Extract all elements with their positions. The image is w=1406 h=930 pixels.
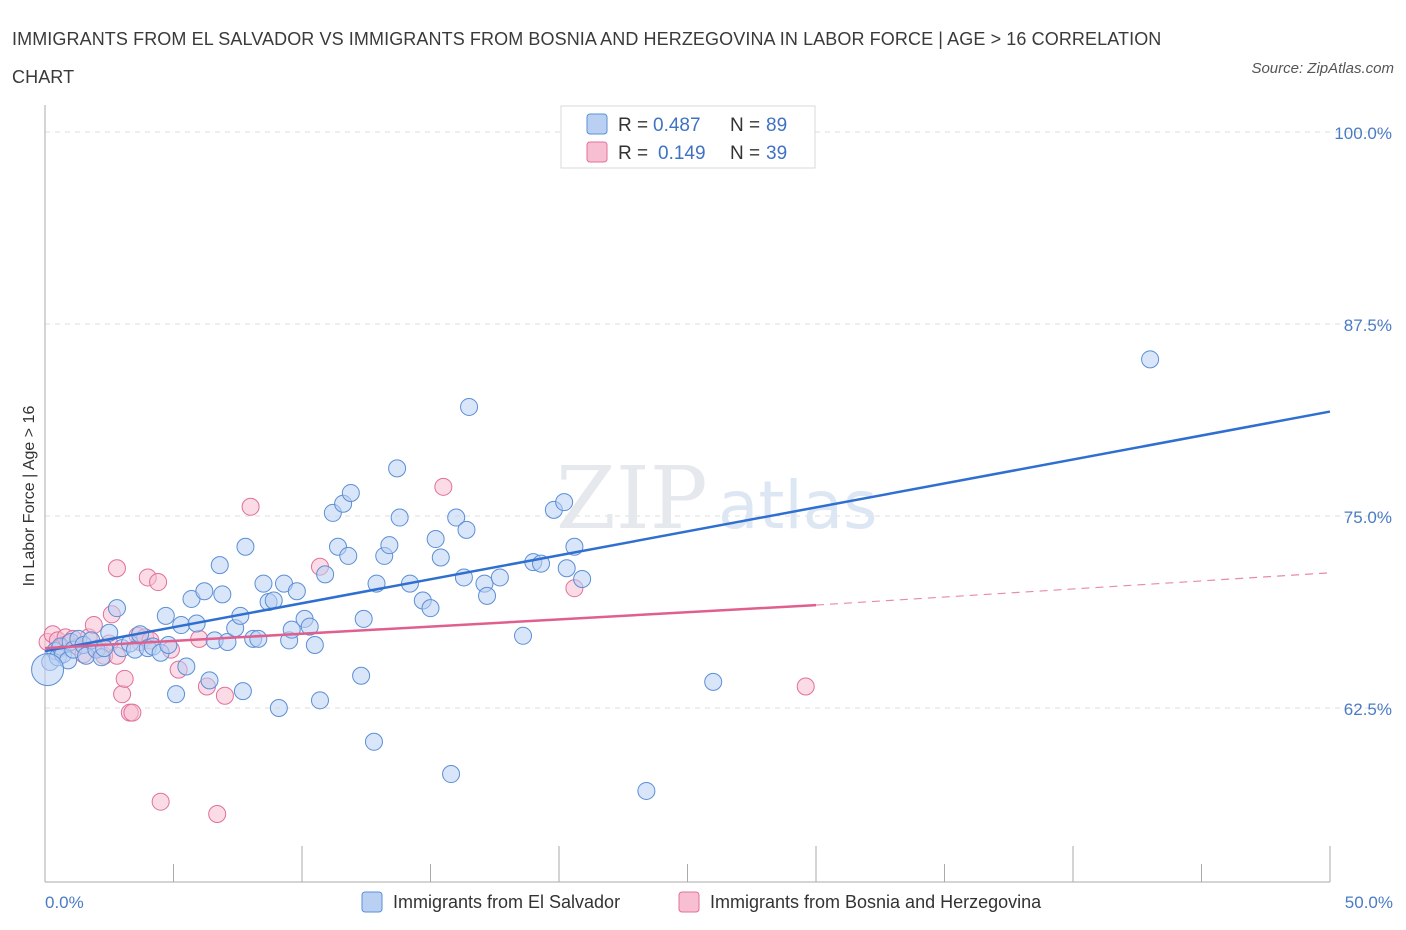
el-salvador-point-16 <box>107 599 126 618</box>
el-salvador-point-59 <box>339 546 358 565</box>
el-salvador-point-32 <box>200 671 219 690</box>
el-salvador-point-66 <box>380 536 399 555</box>
el-salvador-point-62 <box>354 609 373 628</box>
el-salvador-point-80 <box>478 586 497 605</box>
el-salvador-point-46 <box>269 699 288 717</box>
el-salvador-point-86 <box>555 493 574 512</box>
el-salvador-point-55 <box>316 565 335 584</box>
source-label: Source: ZipAtlas.com <box>1251 60 1394 77</box>
el-salvador-point-40 <box>236 537 255 556</box>
series-el-salvador-points <box>31 350 1160 800</box>
el-salvador-point-34 <box>210 556 229 575</box>
legend-swatch-pink <box>586 141 608 163</box>
bosnia-point-33 <box>215 686 234 705</box>
legend-n-value-1: 89 <box>766 115 787 136</box>
bosnia-point-20 <box>123 703 142 722</box>
y-tick-label-1: 87.5% <box>1344 316 1392 335</box>
el-salvador-point-53 <box>305 636 324 655</box>
trend-line-el-salvador <box>44 410 1331 653</box>
el-salvador-point-52 <box>300 617 319 636</box>
bosnia-point-27 <box>151 792 170 811</box>
bosnia-point-36 <box>434 477 453 496</box>
bosnia-point-17 <box>113 685 132 704</box>
el-salvador-point-77 <box>457 520 476 539</box>
legend-n-label-1: N = <box>730 115 760 136</box>
el-salvador-point-71 <box>421 599 440 618</box>
series-legend: Immigrants from El Salvador Immigrants f… <box>361 891 1042 913</box>
el-salvador-point-31 <box>195 582 214 601</box>
legend-r-label-2: R = <box>618 143 648 164</box>
trend-line-bosnia-extension <box>815 572 1331 606</box>
y-axis-label: In Labor Force | Age > 16 <box>21 406 38 587</box>
el-salvador-point-92 <box>1141 350 1160 369</box>
el-salvador-point-91 <box>704 672 723 691</box>
el-salvador-point-72 <box>426 530 445 549</box>
x-tick-label-0: 0.0% <box>45 893 84 912</box>
bosnia-point-38 <box>796 677 815 696</box>
legend-r-value-1: 0.487 <box>653 115 701 136</box>
axes <box>44 105 1331 883</box>
watermark-atlas: atlas <box>718 467 878 544</box>
el-salvador-point-63 <box>364 732 383 751</box>
el-salvador-point-60 <box>341 483 360 502</box>
el-salvador-point-89 <box>573 569 592 588</box>
el-salvador-point-67 <box>388 459 407 478</box>
series-legend-swatch-blue <box>361 891 383 913</box>
y-tick-label-0: 100.0% <box>1334 124 1392 143</box>
stats-legend: R = 0.487 N = 89 R = 0.149 N = 39 <box>560 105 816 169</box>
el-salvador-point-26 <box>167 685 186 704</box>
el-salvador-point-87 <box>557 559 576 578</box>
el-salvador-point-43 <box>254 574 273 593</box>
legend-n-label-2: N = <box>730 143 760 164</box>
el-salvador-point-28 <box>177 657 196 676</box>
el-salvador-point-75 <box>447 508 466 527</box>
el-salvador-point-35 <box>213 585 232 604</box>
y-tick-label-2: 75.0% <box>1344 508 1392 527</box>
el-salvador-point-39 <box>233 682 252 701</box>
el-salvador-point-90 <box>637 781 656 800</box>
series-legend-swatch-pink <box>678 891 700 913</box>
el-salvador-point-73 <box>431 548 450 567</box>
series-legend-label-pink: Immigrants from Bosnia and Herzegovina <box>710 892 1042 912</box>
x-tick-labels: 0.0% 50.0% <box>45 893 1393 912</box>
watermark: ZIP atlas <box>556 449 878 549</box>
el-salvador-point-50 <box>287 582 306 601</box>
el-salvador-point-24 <box>156 606 175 625</box>
el-salvador-point-42 <box>249 629 268 648</box>
bosnia-point-16 <box>107 559 126 578</box>
el-salvador-point-25 <box>159 636 178 655</box>
el-salvador-point-78 <box>460 397 479 416</box>
bosnia-point-32 <box>208 804 227 823</box>
el-salvador-cluster-point <box>31 653 65 687</box>
el-salvador-point-15 <box>100 623 119 642</box>
watermark-zip: ZIP <box>556 449 708 549</box>
trend-lines <box>44 410 1331 653</box>
legend-r-label-1: R = <box>618 115 648 136</box>
trend-line-bosnia <box>44 603 817 650</box>
bosnia-point-34 <box>241 497 260 516</box>
y-tick-labels: 100.0% 87.5% 75.0% 62.5% <box>1334 124 1392 719</box>
el-salvador-point-54 <box>310 691 329 710</box>
legend-swatch-blue <box>586 113 608 135</box>
chart-title: IMMIGRANTS FROM EL SALVADOR VS IMMIGRANT… <box>12 29 1162 87</box>
y-tick-label-3: 62.5% <box>1344 700 1392 719</box>
legend-n-value-2: 39 <box>766 143 787 164</box>
el-salvador-point-68 <box>390 508 409 527</box>
bosnia-point-26 <box>149 573 168 592</box>
el-salvador-point-74 <box>442 765 461 784</box>
series-legend-label-blue: Immigrants from El Salvador <box>393 892 620 912</box>
legend-r-value-2: 0.149 <box>658 143 706 164</box>
bosnia-point-10 <box>84 616 103 635</box>
el-salvador-point-82 <box>514 626 533 645</box>
el-salvador-point-81 <box>490 568 509 587</box>
el-salvador-point-61 <box>352 666 371 685</box>
x-tick-label-1: 50.0% <box>1345 893 1393 912</box>
bosnia-point-18 <box>115 669 134 688</box>
